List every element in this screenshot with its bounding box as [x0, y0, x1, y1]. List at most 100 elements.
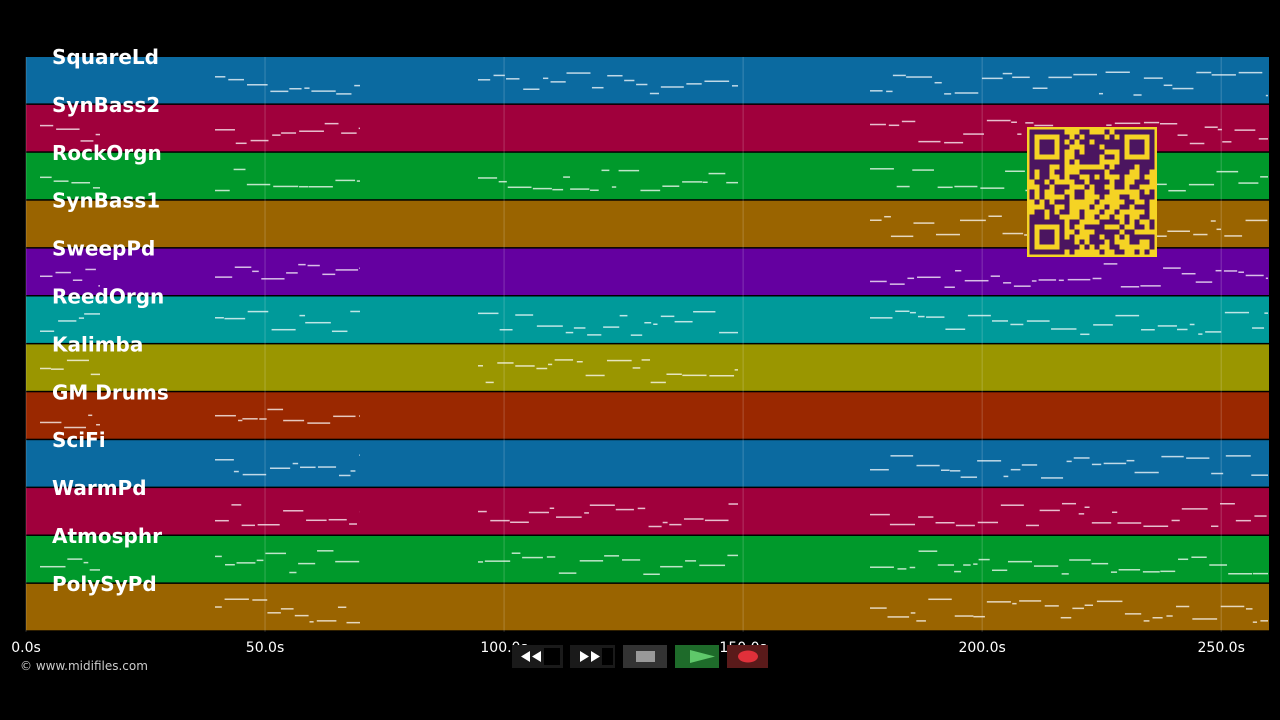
- qr-module: [1039, 149, 1045, 155]
- note: [907, 277, 915, 280]
- note: [666, 373, 682, 375]
- x-tick-label: 50.0s: [246, 640, 284, 656]
- qr-module: [1099, 184, 1105, 190]
- qr-module: [1114, 249, 1120, 255]
- note: [346, 621, 360, 624]
- qr-module: [1099, 194, 1105, 200]
- qr-module: [1099, 174, 1105, 180]
- qr-module: [1119, 159, 1125, 165]
- note: [1140, 285, 1161, 287]
- qr-module: [1094, 189, 1100, 195]
- qr-module: [1054, 129, 1060, 135]
- note: [1196, 71, 1212, 74]
- note: [1002, 72, 1013, 75]
- qr-module: [1039, 179, 1045, 185]
- qr-module: [1029, 159, 1035, 165]
- record-button[interactable]: [727, 645, 768, 668]
- note: [906, 76, 933, 78]
- qr-module: [1059, 239, 1065, 245]
- x-tick-label: 0.0s: [11, 640, 41, 656]
- note: [1143, 121, 1160, 124]
- qr-module: [1149, 164, 1155, 170]
- qr-module: [1059, 199, 1065, 205]
- qr-module: [1059, 164, 1065, 170]
- note: [515, 365, 535, 367]
- qr-module: [1079, 209, 1085, 215]
- note: [1091, 522, 1112, 524]
- qr-module: [1144, 169, 1150, 175]
- note: [228, 78, 245, 81]
- note: [708, 172, 726, 175]
- qr-module: [1119, 179, 1125, 185]
- qr-module: [1114, 219, 1120, 225]
- qr-module: [1104, 154, 1110, 160]
- note: [640, 189, 661, 192]
- qr-module: [1044, 239, 1050, 245]
- qr-module: [1139, 174, 1145, 180]
- grid: [25, 57, 1222, 632]
- qr-module: [1149, 224, 1155, 230]
- note: [615, 508, 634, 511]
- qr-module: [1129, 234, 1135, 240]
- note: [988, 215, 1002, 217]
- note: [1078, 513, 1085, 515]
- qr-module: [1064, 134, 1070, 140]
- qr-module: [1059, 249, 1065, 255]
- qr-module: [1114, 129, 1120, 135]
- qr-module: [1094, 244, 1100, 250]
- note: [585, 374, 605, 377]
- qr-module: [1059, 154, 1065, 160]
- qr-module: [1089, 169, 1095, 175]
- note: [702, 181, 708, 184]
- note: [1003, 282, 1012, 284]
- qr-module: [1079, 189, 1085, 195]
- qr-module: [1099, 219, 1105, 225]
- note: [1238, 271, 1244, 273]
- note: [986, 601, 1011, 603]
- note: [566, 72, 591, 74]
- note: [1000, 504, 1024, 506]
- forward-button[interactable]: [570, 645, 615, 668]
- qr-module: [1099, 229, 1105, 235]
- qr-module: [1104, 144, 1110, 150]
- track-lane: [26, 296, 1269, 343]
- note: [1181, 272, 1196, 275]
- qr-module: [1079, 169, 1085, 175]
- note: [359, 415, 360, 417]
- note: [1234, 129, 1256, 131]
- note: [607, 74, 623, 77]
- note: [257, 523, 280, 526]
- qr-module: [1054, 184, 1060, 190]
- note: [660, 86, 684, 88]
- note: [316, 620, 337, 622]
- note: [1188, 183, 1215, 186]
- rewind-button[interactable]: [512, 645, 563, 668]
- note: [909, 311, 916, 314]
- qr-module: [1069, 159, 1075, 165]
- qr-module: [1044, 129, 1050, 135]
- note: [271, 328, 296, 331]
- qr-module: [1029, 164, 1035, 170]
- note: [728, 503, 738, 505]
- qr-module: [1094, 169, 1100, 175]
- track-lane: [26, 57, 1269, 104]
- note: [890, 455, 914, 457]
- track-name: ReedOrgn: [52, 285, 164, 309]
- qr-module: [1149, 149, 1155, 155]
- qr-module: [1029, 194, 1035, 200]
- note: [565, 331, 574, 334]
- qr-module: [1104, 164, 1110, 170]
- qr-module: [1064, 239, 1070, 245]
- note: [726, 181, 738, 184]
- note: [579, 560, 604, 562]
- qr-module: [1029, 244, 1035, 250]
- play-button[interactable]: [675, 645, 719, 668]
- stop-button[interactable]: [623, 645, 667, 668]
- note: [281, 132, 297, 134]
- qr-module: [1039, 194, 1045, 200]
- qr-module: [1059, 144, 1065, 150]
- note: [1112, 511, 1118, 514]
- note: [570, 188, 590, 190]
- note: [84, 313, 100, 315]
- note: [1019, 600, 1042, 602]
